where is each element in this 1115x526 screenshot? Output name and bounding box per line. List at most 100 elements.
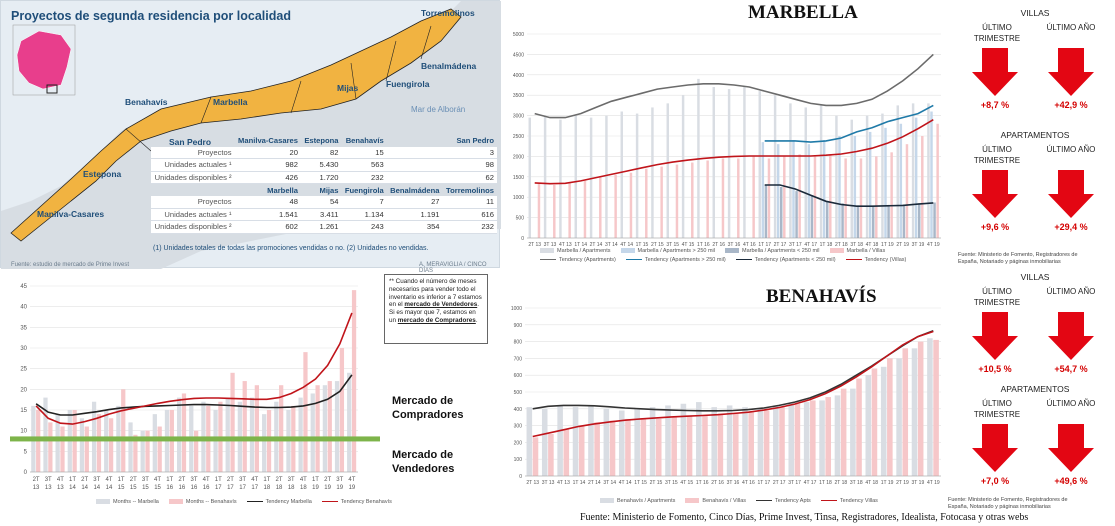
x-tick-label: 3T — [45, 477, 52, 483]
x-tick-label: 3T — [93, 477, 100, 483]
x-tick-label: 4T 18 — [866, 242, 879, 248]
bar — [578, 425, 585, 476]
x-tick-label: 18 — [288, 485, 295, 491]
x-tick-label: 13 — [45, 485, 52, 491]
label-benalmadena: Benalmádena — [421, 61, 477, 71]
bar — [933, 339, 939, 476]
legend-item: Benahavís / Villas — [685, 498, 746, 504]
bar — [881, 113, 884, 238]
x-tick-label: 1T 16 — [696, 480, 709, 486]
t2-cell: 11 — [442, 195, 497, 209]
bar — [680, 403, 687, 476]
bar — [537, 182, 541, 238]
x-tick-label: 4T 13 — [557, 480, 570, 486]
bar — [651, 107, 654, 238]
x-tick-label: 4T 17 — [804, 480, 817, 486]
spain-shape — [16, 30, 72, 90]
legend-item: Marbella / Apartments > 250 mil — [620, 248, 715, 254]
down-arrow-icon — [972, 48, 1018, 96]
x-tick-label: 13 — [57, 485, 64, 491]
bar — [655, 418, 662, 476]
label-benahavis: Benahavís — [125, 97, 168, 107]
stat-section: APARTAMENTOS — [1000, 384, 1070, 394]
stat-value-year: +29,4 % — [1054, 222, 1088, 232]
marbella-title: MARBELLA — [748, 2, 858, 23]
bar — [315, 385, 320, 472]
x-tick-label: 2T — [276, 477, 283, 483]
map-source: Fuente: estudio de mercado de Prime Inve… — [11, 262, 130, 268]
t1-header: Estepona — [304, 136, 339, 146]
legend-item: Marbella / Villas — [829, 248, 885, 254]
stat-block-2: APARTAMENTOS ÚLTIMO TRIMESTRE ÚLTIMO AÑO +9… — [960, 130, 1110, 248]
t1-cell: 5.430 — [300, 158, 342, 172]
legend-label: Tendency Marbella — [265, 499, 312, 505]
t2-cell: 616 — [442, 208, 497, 222]
x-tick-label: 1T 17 — [758, 242, 771, 248]
x-tick-label: 19 — [324, 485, 331, 491]
down-arrow-icon — [972, 424, 1018, 472]
x-tick-label: 4T 15 — [682, 242, 695, 248]
x-tick-label: 1T 14 — [574, 242, 587, 248]
x-tick-label: 2T 13 — [526, 480, 539, 486]
y-tick-label: 2500 — [513, 134, 524, 140]
label-manilva-casares: Manilva-Casares — [37, 209, 105, 219]
bar — [532, 437, 539, 476]
down-arrow-icon — [1048, 424, 1094, 472]
bar — [572, 407, 579, 476]
y-tick-label: 3000 — [513, 114, 524, 120]
legend-label: Tendency (Apartments) — [559, 257, 616, 263]
stat-col2: ÚLTIMO AÑO — [1046, 287, 1096, 296]
y-tick-label: 5 — [24, 449, 28, 455]
x-tick-label: 15 — [130, 485, 137, 491]
bar — [764, 184, 768, 238]
legend-label: Benahavís / Villas — [702, 498, 747, 504]
x-tick-label: 2T 15 — [651, 242, 664, 248]
x-tick-label: 4T 13 — [559, 242, 572, 248]
x-tick-label: 1T 19 — [881, 242, 894, 248]
legend-label: Marbella / Apartments < 250 mil — [742, 248, 820, 254]
bar — [645, 168, 648, 238]
legend-label: Tendency (Apartments > 250 mil) — [644, 257, 726, 263]
t1-header: Benahavís — [345, 136, 384, 146]
bar — [249, 397, 255, 472]
stat-value-quarter: +7,0 % — [980, 476, 1010, 486]
bar — [780, 187, 783, 238]
bar — [743, 87, 746, 238]
bar — [911, 348, 918, 476]
t2-row-label: Proyectos — [151, 195, 235, 209]
x-tick-label: 18 — [276, 485, 283, 491]
x-tick-label: 13 — [33, 485, 40, 491]
y-tick-label: 1000 — [513, 195, 524, 201]
bar — [899, 123, 903, 238]
trend-line — [764, 184, 934, 207]
bar — [840, 388, 847, 476]
x-tick-label: 15 — [118, 485, 125, 491]
bar — [583, 180, 587, 238]
bar — [225, 397, 230, 472]
t2-header: Fuengirola — [344, 185, 384, 195]
bar — [310, 393, 315, 472]
x-tick-label: 2T 18 — [835, 242, 848, 248]
t1-cell: 426 — [234, 171, 301, 185]
x-tick-label: 3T — [288, 477, 295, 483]
x-tick-label: 19 — [349, 485, 356, 491]
stat-section: APARTAMENTOS — [1000, 130, 1070, 140]
trend-line — [532, 329, 934, 412]
y-tick-label: 300 — [514, 424, 523, 430]
x-tick-label: 4T 14 — [619, 480, 632, 486]
x-tick-label: 4T 15 — [680, 480, 693, 486]
bar — [726, 405, 733, 476]
t2-cell: 1.191 — [386, 208, 443, 222]
coastal-strip — [10, 8, 462, 242]
t1-cell: 98 — [386, 158, 497, 172]
y-tick-label: 0 — [521, 236, 524, 242]
x-tick-label: 15 — [154, 485, 161, 491]
legend-label: Tendency (Villas) — [864, 257, 907, 263]
x-tick-label: 16 — [179, 485, 186, 491]
trend-line — [534, 53, 934, 119]
bar — [60, 426, 65, 472]
t2-cell: 243 — [341, 220, 387, 234]
x-tick-label: 4T 18 — [865, 480, 878, 486]
stat-section: VILLAS — [1020, 272, 1050, 282]
down-arrow-icon — [1048, 312, 1094, 360]
